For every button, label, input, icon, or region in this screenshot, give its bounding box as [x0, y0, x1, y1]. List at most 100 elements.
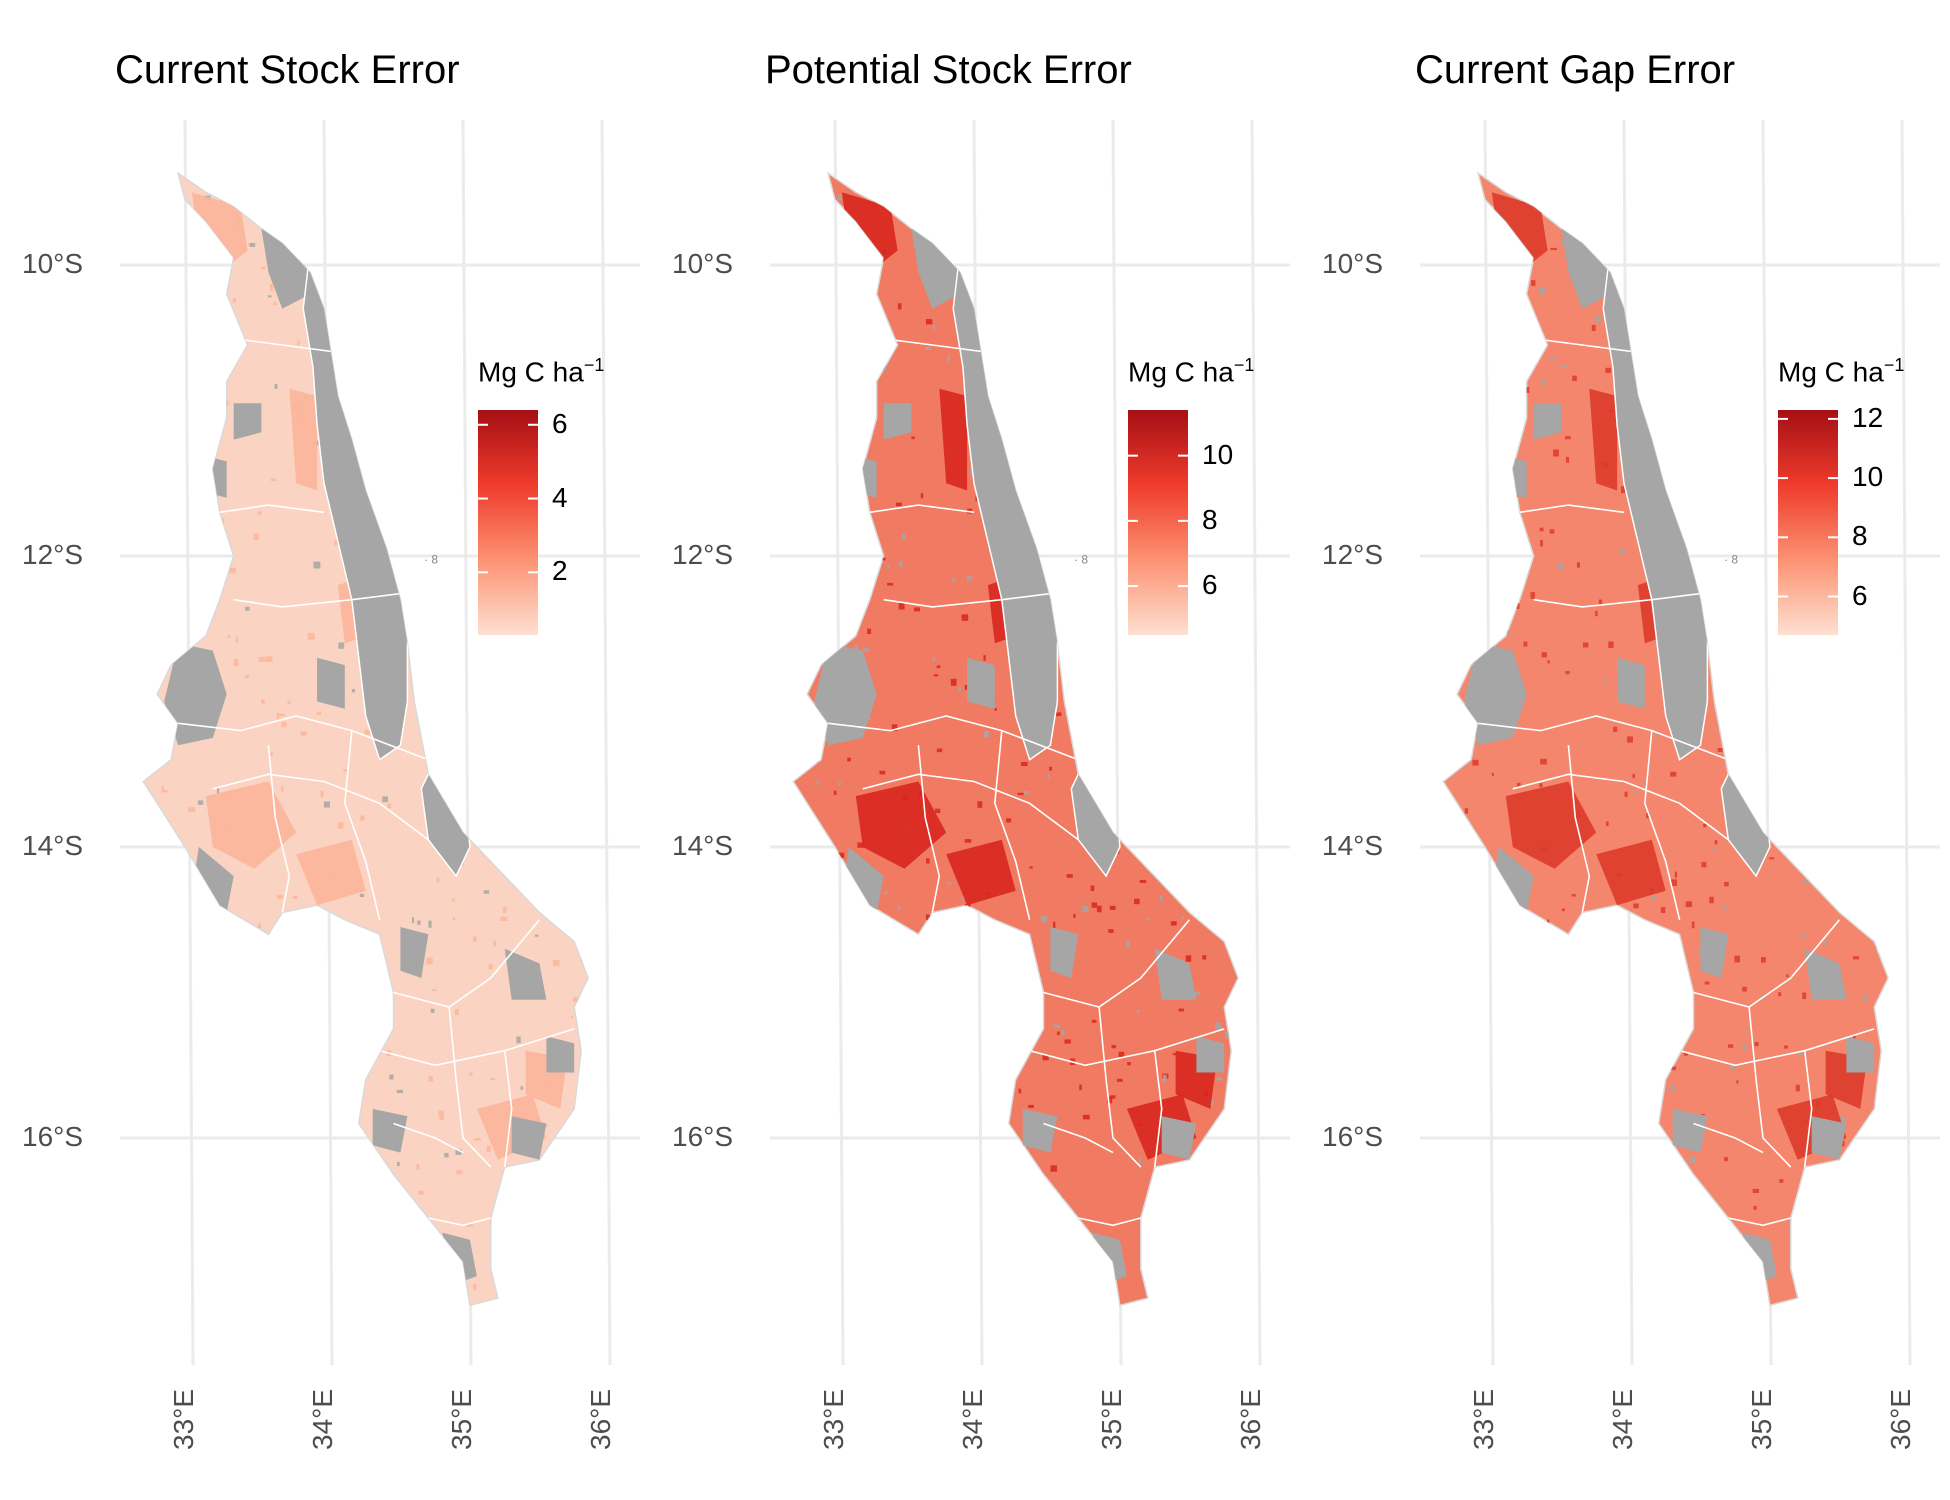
raster-speckle [523, 1216, 528, 1220]
raster-speckle [993, 1248, 999, 1253]
raster-speckle [166, 589, 173, 594]
raster-speckle [165, 1005, 171, 1009]
district-boundary [993, 730, 1031, 920]
raster-speckle [1853, 1296, 1858, 1300]
lat-tick-label: 14°S [22, 830, 84, 861]
raster-speckle [573, 328, 581, 336]
raster-speckle [1142, 248, 1150, 252]
raster-speckle [1620, 486, 1626, 494]
raster-speckle [881, 936, 885, 944]
legend-tick-label: 10 [1202, 438, 1234, 470]
raster-speckle [1708, 213, 1713, 220]
raster-speckle [1078, 712, 1084, 717]
raster-speckle [1881, 852, 1887, 855]
raster-speckle [911, 436, 915, 440]
raster-speckle [1495, 968, 1501, 973]
raster-speckle [1656, 996, 1661, 1003]
raster-speckle [1795, 223, 1798, 229]
raster-speckle [832, 1311, 835, 1313]
raster-speckle [1513, 334, 1520, 338]
raster-speckle [908, 1187, 914, 1193]
raster-speckle [1754, 1041, 1759, 1047]
raster-speckle [1812, 806, 1819, 813]
masked-area [1804, 948, 1847, 1000]
raster-speckle [846, 432, 854, 440]
raster-speckle [1803, 195, 1811, 198]
raster-speckle [1460, 338, 1465, 344]
legend-tick-label: 2 [552, 555, 568, 587]
raster-speckle [418, 1190, 424, 1195]
raster-speckle [404, 348, 409, 351]
raster-speckle [468, 304, 475, 311]
lat-tick-label: 12°S [22, 539, 84, 570]
raster-speckle [1547, 660, 1550, 664]
raster-speckle [854, 994, 859, 998]
raster-speckle [1448, 1023, 1452, 1028]
raster-speckle [290, 185, 297, 192]
raster-speckle [1017, 792, 1024, 796]
district-boundary [862, 773, 1079, 841]
raster-speckle [1124, 755, 1129, 760]
raster-speckle [857, 842, 864, 848]
raster-speckle [948, 243, 954, 250]
raster-speckle [456, 1170, 463, 1175]
masked-area [1846, 1036, 1875, 1073]
raster-speckle [1640, 1118, 1648, 1122]
raster-speckle [1057, 1225, 1063, 1231]
raster-speckle [245, 675, 249, 679]
raster-speckle [274, 594, 277, 597]
raster-speckle [491, 1227, 494, 1234]
raster-speckle [1165, 714, 1169, 720]
raster-speckle [1818, 686, 1826, 691]
raster-speckle [1571, 894, 1576, 897]
raster-speckle [1499, 608, 1505, 615]
raster-speckle [370, 1258, 373, 1265]
raster-speckle [900, 1006, 903, 1013]
raster-speckle [265, 656, 273, 663]
raster-speckle [458, 782, 465, 786]
raster-speckle [1466, 931, 1470, 937]
raster-speckle [932, 325, 936, 330]
raster-speckle [143, 520, 151, 527]
masked-area [546, 1036, 575, 1073]
map-plot: · 8 [770, 119, 1290, 1366]
raster-speckle [1054, 249, 1060, 253]
raster-speckle [238, 927, 241, 932]
raster-speckle [1546, 1258, 1550, 1263]
raster-speckle [1454, 236, 1459, 244]
raster-speckle [401, 289, 405, 293]
raster-speckle [155, 961, 160, 965]
raster-speckle [180, 1047, 184, 1053]
raster-speckle [1090, 616, 1094, 623]
raster-speckle [1021, 371, 1025, 376]
raster-speckle [438, 1110, 444, 1116]
raster-speckle [218, 287, 223, 292]
raster-speckle [547, 665, 552, 671]
raster-speckle [338, 642, 345, 649]
raster-speckle [1008, 441, 1014, 447]
raster-speckle [174, 944, 178, 951]
raster-speckle [1736, 1080, 1739, 1084]
raster-speckle [1039, 192, 1045, 198]
raster-speckle [1016, 1253, 1022, 1259]
masked-area [1022, 1108, 1058, 1153]
raster-speckle [1054, 540, 1062, 547]
map-plot: · 8 [120, 119, 640, 1366]
raster-speckle [1798, 1052, 1804, 1056]
raster-speckle [1224, 597, 1229, 600]
raster-speckle [1458, 630, 1466, 633]
raster-speckle [1079, 1285, 1084, 1289]
raster-speckle [1613, 726, 1618, 732]
raster-speckle [1488, 253, 1491, 256]
raster-speckle [1773, 631, 1779, 638]
raster-speckle [1876, 522, 1883, 528]
raster-speckle [1876, 657, 1882, 662]
raster-speckle [1456, 1074, 1459, 1081]
legend-unit-exponent: −1 [1883, 355, 1905, 375]
raster-speckle [232, 1007, 238, 1012]
raster-speckle [1103, 206, 1106, 211]
raster-speckle [1091, 902, 1098, 908]
raster-speckle [1087, 724, 1093, 729]
raster-speckle [1219, 695, 1222, 700]
raster-speckle [1760, 796, 1767, 803]
